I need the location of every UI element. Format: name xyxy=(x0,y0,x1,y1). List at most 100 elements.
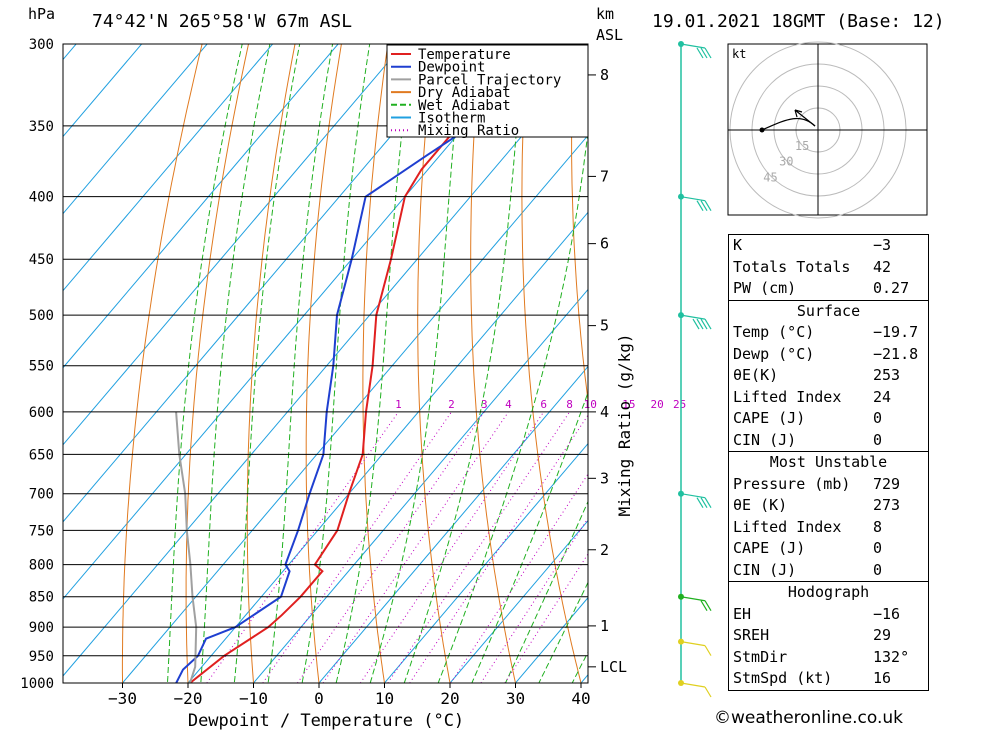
copyright-text[interactable]: ©weatheronline.co.uk xyxy=(714,708,904,728)
mu-row: CIN (J) 0 xyxy=(729,560,928,582)
hodograph-ring-label: 45 xyxy=(763,171,777,185)
surface-value: −19.7 xyxy=(873,323,919,341)
hpa-label: hPa xyxy=(28,5,55,23)
mu-value: 729 xyxy=(873,474,901,493)
surface-row: Temp (°C) −19.7 xyxy=(729,322,928,344)
km-tick-label: 4 xyxy=(600,403,609,421)
wet-adiabat-line xyxy=(437,127,588,683)
mixing-ratio-line xyxy=(297,411,485,683)
km-tick-label: 1 xyxy=(600,617,609,635)
surface-key: Dewp (°C) xyxy=(733,344,815,363)
mu-value: 8 xyxy=(873,517,883,536)
pressure-label: 500 xyxy=(29,308,54,324)
index-row: PW (cm) 0.27 xyxy=(729,278,928,300)
index-row: K −3 xyxy=(729,235,928,257)
mu-value: 0 xyxy=(873,539,883,557)
x-axis-label: Dewpoint / Temperature (°C) xyxy=(188,711,464,731)
legend-item: Dewpoint xyxy=(418,60,485,76)
wind-barb xyxy=(680,641,712,656)
x-tick-label: 20 xyxy=(440,689,459,708)
wet-adiabat-line xyxy=(301,44,371,683)
pressure-label: 950 xyxy=(29,649,54,665)
surface-key: Lifted Index xyxy=(733,387,842,406)
dry-adiabat-line xyxy=(362,44,389,683)
mixing-ratio-line xyxy=(206,411,399,683)
indices-table: K −3 Totals Totals 42 PW (cm) 0.27 Surface … xyxy=(728,234,929,691)
mixing-ratio-label: 20 xyxy=(651,398,664,411)
pressure-label: 350 xyxy=(29,119,54,135)
dry-adiabat-line xyxy=(521,44,582,683)
dry-adiabat-line xyxy=(121,44,203,683)
hodograph-ring-label: 15 xyxy=(795,139,809,153)
wet-adiabat-line xyxy=(538,581,588,683)
hodo-row: EH −16 xyxy=(729,604,928,626)
index-key: K xyxy=(733,236,743,254)
mixing-ratio-label: 1 xyxy=(395,398,402,411)
hodo-key: EH xyxy=(733,604,752,623)
surface-value: 0 xyxy=(873,409,883,427)
plot-frame xyxy=(62,43,589,684)
hodo-row: SREH 29 xyxy=(729,625,928,647)
isotherm-line xyxy=(63,44,143,138)
asl-label: ASL xyxy=(596,26,623,44)
mixing-ratio-line xyxy=(359,411,545,683)
mixing-ratio-axis-label: Mixing Ratio (g/kg) xyxy=(615,333,634,516)
mixing-ratio-label: 6 xyxy=(540,398,547,411)
x-tick-label: −10 xyxy=(239,689,268,708)
surface-value: −21.8 xyxy=(873,344,919,363)
mixing-ratio-label: 2 xyxy=(448,398,455,411)
dry-adiabat-line xyxy=(620,26,721,709)
surface-value: 0 xyxy=(873,430,883,449)
legend-box xyxy=(386,44,589,138)
legend-item: Isotherm xyxy=(418,111,485,127)
pressure-label: 600 xyxy=(29,405,54,421)
index-key: PW (cm) xyxy=(733,279,797,297)
km-tick-label: LCL xyxy=(600,658,627,676)
wet-adiabat-line xyxy=(166,44,243,683)
km-tick-label: 6 xyxy=(600,235,609,253)
isotherm-line xyxy=(383,442,588,683)
surface-value: 253 xyxy=(873,366,901,384)
mu-row: CAPE (J) 0 xyxy=(729,538,928,560)
mu-row: Lifted Index 8 xyxy=(729,517,928,539)
surface-row: Lifted Index 24 xyxy=(729,387,928,409)
km-tick-label: 2 xyxy=(600,541,609,559)
km-tick-label: 3 xyxy=(600,469,609,487)
index-value: 42 xyxy=(873,257,892,276)
mixing-ratio-label: 8 xyxy=(566,398,573,411)
wind-barb xyxy=(680,314,712,330)
isotherm-line xyxy=(63,44,208,215)
wet-adiabat-line xyxy=(403,44,525,683)
wet-adiabat-line xyxy=(369,44,464,683)
mu-row: θE (K) 273 xyxy=(729,495,928,517)
isotherm-line xyxy=(187,211,588,683)
dry-adiabat-line xyxy=(470,44,517,683)
surface-row: θE(K) 253 xyxy=(729,365,928,387)
hodo-value: 132° xyxy=(873,647,910,666)
x-tick-label: 10 xyxy=(375,689,394,708)
pressure-label: 850 xyxy=(29,590,54,606)
x-tick-label: −20 xyxy=(174,689,203,708)
pressure-label: 800 xyxy=(29,558,54,574)
legend-item: Wet Adiabat xyxy=(418,98,511,114)
wet-adiabat-line xyxy=(233,44,301,683)
dry-adiabat-line xyxy=(185,44,250,683)
hodo-row: StmDir 132° xyxy=(729,647,928,669)
datetime-title: 19.01.2021 18GMT (Base: 12) xyxy=(652,11,945,32)
km-tick-label: 7 xyxy=(600,167,609,185)
index-value: 0.27 xyxy=(873,279,910,297)
mixing-ratio-line xyxy=(322,411,509,683)
surface-row: CIN (J) 0 xyxy=(729,430,928,452)
hodo-row: StmSpd (kt) 16 xyxy=(729,668,928,690)
wet-adiabat-line xyxy=(200,44,271,683)
mixing-ratio-label: 15 xyxy=(622,398,635,411)
pressure-label: 450 xyxy=(29,252,54,268)
wind-barb xyxy=(680,43,712,59)
mu-row: Pressure (mb) 729 xyxy=(729,474,928,496)
isotherm-line xyxy=(63,57,588,677)
mu-key: θE (K) xyxy=(733,496,788,514)
pressure-label: 900 xyxy=(29,620,54,636)
location-title: 74°42'N 265°58'W 67m ASL xyxy=(92,11,353,32)
